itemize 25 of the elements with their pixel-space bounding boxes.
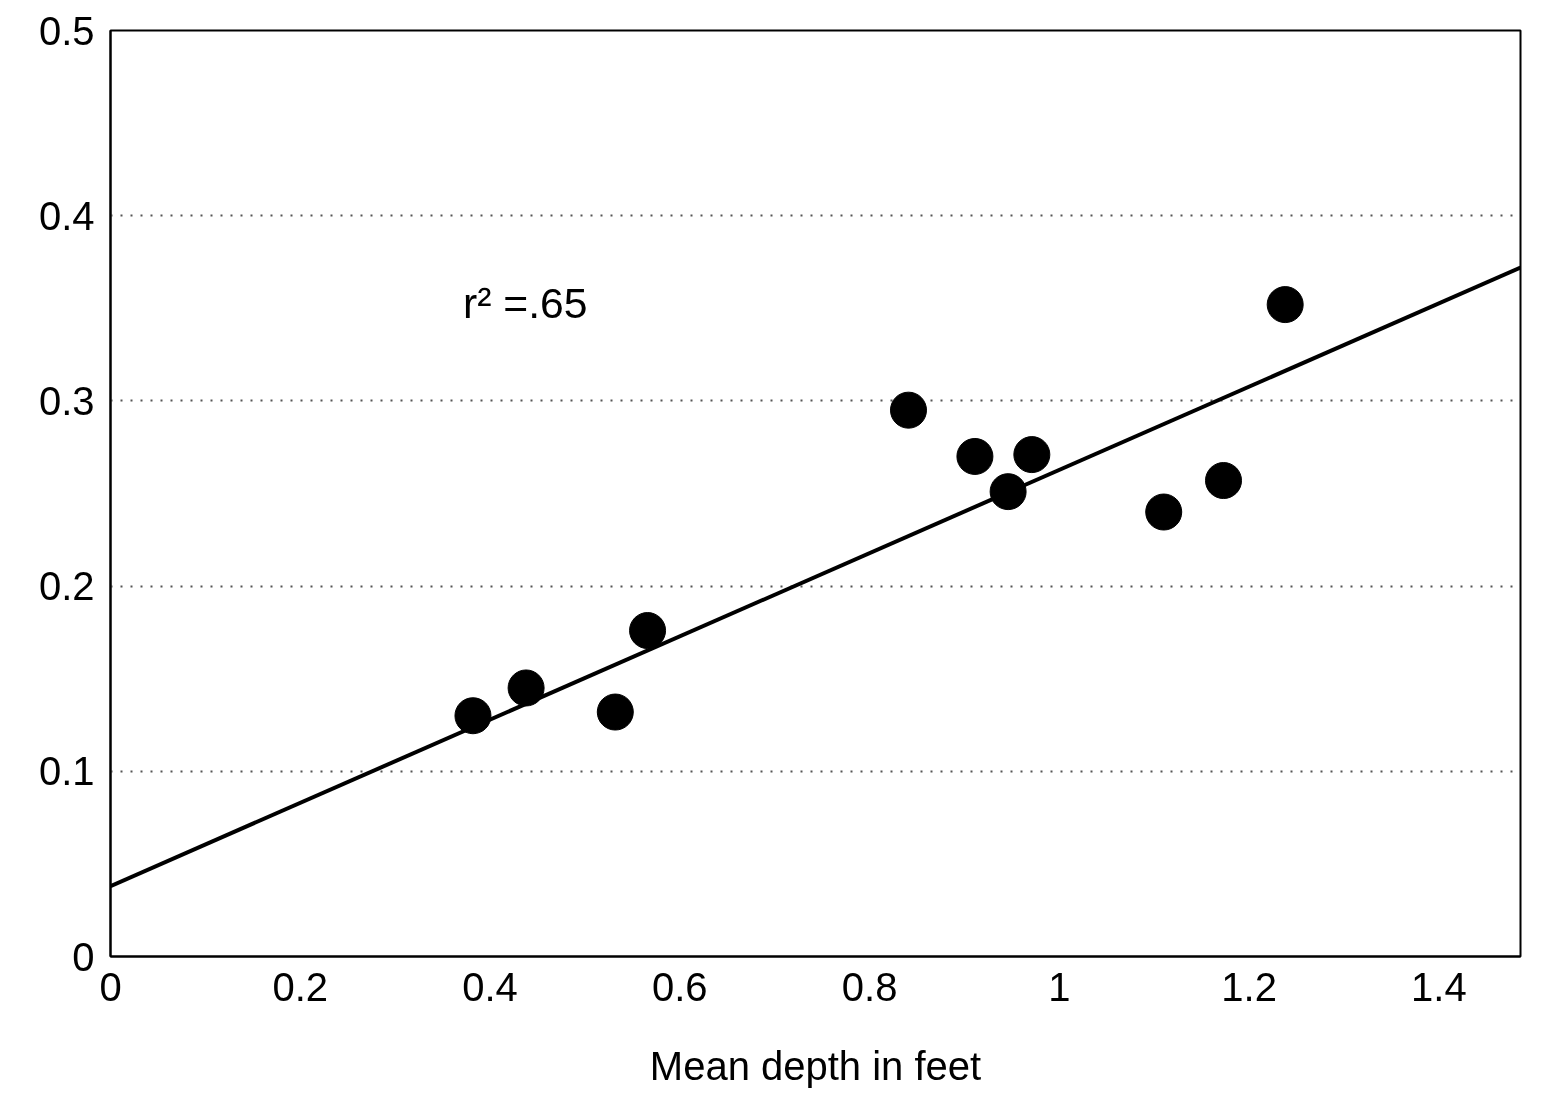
y-tick-label: 0.5 bbox=[38, 8, 95, 53]
y-tick-label: 0.1 bbox=[38, 749, 95, 794]
y-tick-label: 0.2 bbox=[38, 564, 95, 609]
y-tick-label: 0 bbox=[72, 934, 95, 979]
point bbox=[1266, 286, 1304, 324]
point bbox=[507, 669, 545, 707]
x-axis-title: Mean depth in feet bbox=[649, 1043, 982, 1088]
point bbox=[629, 612, 667, 650]
x-tick-label: 0.6 bbox=[652, 964, 708, 1009]
x-tick-label: 1.4 bbox=[1411, 964, 1467, 1009]
x-tick-label: 0.4 bbox=[462, 964, 518, 1009]
point bbox=[1205, 462, 1243, 499]
y-tick-label: 0.3 bbox=[38, 378, 95, 423]
y-tick-label: 0.4 bbox=[38, 193, 95, 238]
point bbox=[1013, 436, 1051, 474]
point bbox=[1145, 493, 1183, 531]
x-tick-label: 0.8 bbox=[841, 964, 898, 1009]
x-tick-label: 0.2 bbox=[272, 964, 329, 1009]
point bbox=[454, 697, 492, 735]
annotation: r² =.65 bbox=[463, 278, 588, 327]
point bbox=[596, 693, 634, 731]
point bbox=[956, 438, 994, 475]
x-tick-label: 1 bbox=[1048, 964, 1071, 1009]
x-tick-label: 1.2 bbox=[1221, 964, 1277, 1009]
point bbox=[889, 391, 927, 429]
